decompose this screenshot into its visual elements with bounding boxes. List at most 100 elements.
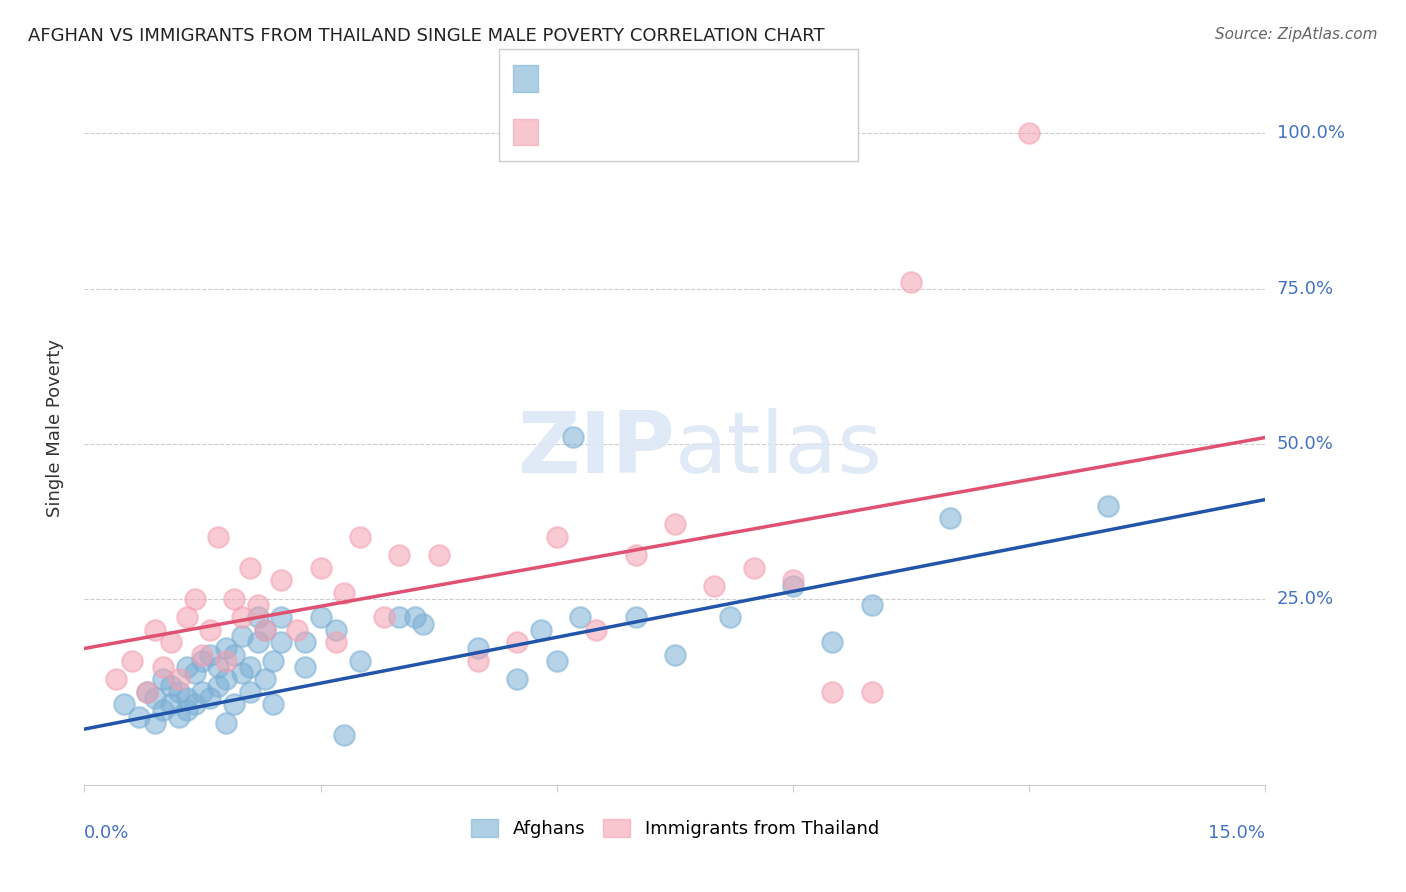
Afghans bbox=[222, 648, 245, 662]
Immigrants from Thailand bbox=[742, 561, 765, 575]
Afghans bbox=[349, 654, 371, 668]
Afghans bbox=[294, 660, 316, 674]
Afghans bbox=[506, 673, 529, 687]
Immigrants from Thailand bbox=[121, 654, 143, 668]
Immigrants from Thailand bbox=[167, 673, 190, 687]
Text: R = 0.495   N = 62: R = 0.495 N = 62 bbox=[550, 69, 735, 88]
Immigrants from Thailand bbox=[222, 591, 245, 606]
Immigrants from Thailand bbox=[427, 549, 450, 563]
Afghans bbox=[1097, 499, 1119, 513]
Afghans bbox=[821, 635, 844, 649]
Text: 50.0%: 50.0% bbox=[1277, 434, 1333, 452]
Afghans bbox=[183, 666, 205, 681]
Immigrants from Thailand bbox=[373, 610, 395, 624]
Afghans bbox=[718, 610, 741, 624]
Immigrants from Thailand bbox=[152, 660, 174, 674]
Text: 25.0%: 25.0% bbox=[1277, 590, 1334, 607]
Text: atlas: atlas bbox=[675, 408, 883, 491]
Immigrants from Thailand bbox=[191, 648, 214, 662]
Immigrants from Thailand bbox=[585, 623, 607, 637]
Afghans bbox=[530, 623, 553, 637]
Afghans bbox=[412, 616, 434, 631]
Text: Source: ZipAtlas.com: Source: ZipAtlas.com bbox=[1215, 27, 1378, 42]
Afghans bbox=[239, 685, 262, 699]
Afghans bbox=[561, 430, 583, 444]
Immigrants from Thailand bbox=[160, 635, 183, 649]
Afghans bbox=[176, 660, 198, 674]
Immigrants from Thailand bbox=[333, 585, 356, 599]
Immigrants from Thailand bbox=[325, 635, 347, 649]
Text: 0.0%: 0.0% bbox=[84, 824, 129, 842]
Afghans bbox=[782, 579, 804, 593]
Afghans bbox=[152, 704, 174, 718]
Immigrants from Thailand bbox=[506, 635, 529, 649]
Immigrants from Thailand bbox=[285, 623, 308, 637]
Immigrants from Thailand bbox=[231, 610, 253, 624]
Immigrants from Thailand bbox=[900, 276, 922, 290]
Afghans bbox=[200, 648, 222, 662]
Immigrants from Thailand bbox=[270, 573, 292, 587]
Afghans bbox=[569, 610, 592, 624]
Afghans bbox=[215, 715, 238, 730]
Afghans bbox=[388, 610, 411, 624]
Immigrants from Thailand bbox=[246, 598, 269, 612]
Y-axis label: Single Male Poverty: Single Male Poverty bbox=[45, 339, 63, 517]
Afghans bbox=[254, 623, 277, 637]
Afghans bbox=[112, 698, 135, 712]
Afghans bbox=[239, 660, 262, 674]
Immigrants from Thailand bbox=[664, 517, 686, 532]
Immigrants from Thailand bbox=[1018, 127, 1040, 141]
Afghans bbox=[860, 598, 883, 612]
Immigrants from Thailand bbox=[254, 623, 277, 637]
Afghans bbox=[128, 709, 150, 723]
Immigrants from Thailand bbox=[546, 530, 568, 544]
Afghans bbox=[270, 610, 292, 624]
Immigrants from Thailand bbox=[821, 685, 844, 699]
Text: AFGHAN VS IMMIGRANTS FROM THAILAND SINGLE MALE POVERTY CORRELATION CHART: AFGHAN VS IMMIGRANTS FROM THAILAND SINGL… bbox=[28, 27, 825, 45]
Afghans bbox=[207, 679, 229, 693]
Legend: Afghans, Immigrants from Thailand: Afghans, Immigrants from Thailand bbox=[461, 810, 889, 847]
Text: 100.0%: 100.0% bbox=[1277, 124, 1344, 143]
Afghans bbox=[467, 641, 489, 656]
Afghans bbox=[215, 641, 238, 656]
Immigrants from Thailand bbox=[136, 685, 159, 699]
Afghans bbox=[294, 635, 316, 649]
Immigrants from Thailand bbox=[860, 685, 883, 699]
Afghans bbox=[222, 698, 245, 712]
Immigrants from Thailand bbox=[183, 591, 205, 606]
Text: 15.0%: 15.0% bbox=[1208, 824, 1265, 842]
Afghans bbox=[270, 635, 292, 649]
Afghans bbox=[254, 673, 277, 687]
Afghans bbox=[191, 685, 214, 699]
Afghans bbox=[152, 673, 174, 687]
Immigrants from Thailand bbox=[143, 623, 166, 637]
Afghans bbox=[333, 728, 356, 742]
Immigrants from Thailand bbox=[200, 623, 222, 637]
Afghans bbox=[624, 610, 647, 624]
Afghans bbox=[664, 648, 686, 662]
Immigrants from Thailand bbox=[309, 561, 332, 575]
Text: R = 0.405   N = 40: R = 0.405 N = 40 bbox=[550, 122, 735, 142]
Afghans bbox=[167, 685, 190, 699]
Immigrants from Thailand bbox=[624, 549, 647, 563]
Immigrants from Thailand bbox=[239, 561, 262, 575]
Afghans bbox=[939, 511, 962, 525]
Afghans bbox=[143, 715, 166, 730]
Afghans bbox=[262, 654, 284, 668]
Immigrants from Thailand bbox=[467, 654, 489, 668]
Afghans bbox=[404, 610, 426, 624]
Afghans bbox=[262, 698, 284, 712]
Afghans bbox=[176, 704, 198, 718]
Afghans bbox=[207, 660, 229, 674]
Afghans bbox=[246, 635, 269, 649]
Afghans bbox=[160, 679, 183, 693]
Afghans bbox=[215, 673, 238, 687]
Afghans bbox=[176, 691, 198, 706]
Immigrants from Thailand bbox=[176, 610, 198, 624]
Afghans bbox=[231, 666, 253, 681]
Afghans bbox=[191, 654, 214, 668]
Immigrants from Thailand bbox=[104, 673, 127, 687]
Afghans bbox=[183, 698, 205, 712]
Text: ZIP: ZIP bbox=[517, 408, 675, 491]
Afghans bbox=[136, 685, 159, 699]
